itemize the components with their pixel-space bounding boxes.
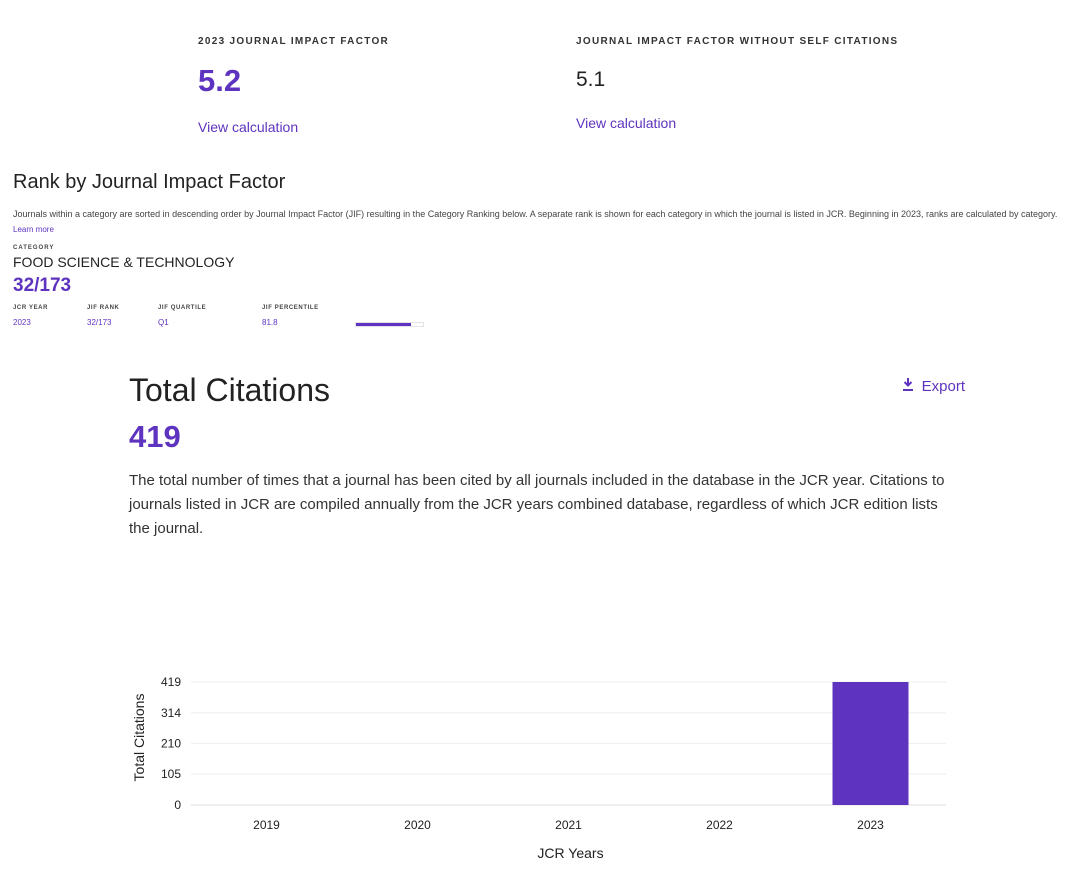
percentile-bar-fill bbox=[356, 323, 411, 326]
category-label: CATEGORY bbox=[13, 245, 55, 251]
rank-col-jif-rank: JIF RANK 32/173 bbox=[87, 305, 119, 327]
y-axis-label: Total Citations bbox=[131, 694, 147, 782]
rank-col-jif-percentile: JIF PERCENTILE 81.8 bbox=[262, 305, 319, 327]
y-tick-label: 0 bbox=[174, 798, 181, 812]
percentile-bar bbox=[355, 322, 424, 327]
x-tick-label: 2023 bbox=[857, 818, 884, 832]
x-tick-label: 2020 bbox=[404, 818, 431, 832]
y-tick-label: 105 bbox=[161, 767, 181, 781]
x-tick-label: 2019 bbox=[253, 818, 280, 832]
rank-header-jif-percentile: JIF PERCENTILE bbox=[262, 305, 319, 311]
rank-table: JCR YEAR 2023 JIF RANK 32/173 JIF QUARTI… bbox=[13, 305, 1077, 335]
jif-view-calculation-link[interactable]: View calculation bbox=[198, 119, 299, 135]
export-button[interactable]: Export bbox=[902, 378, 965, 395]
rank-value-jif-quartile: Q1 bbox=[158, 318, 169, 327]
total-citations-section: Total Citations Export 419 The total num… bbox=[129, 372, 965, 541]
category-rank: 32/173 bbox=[13, 275, 72, 296]
x-tick-label: 2021 bbox=[555, 818, 582, 832]
total-citations-description: The total number of times that a journal… bbox=[129, 472, 945, 537]
rank-header-jcr-year: JCR YEAR bbox=[13, 305, 49, 311]
export-label: Export bbox=[921, 378, 965, 395]
jif-wosc-view-calculation-link[interactable]: View calculation bbox=[576, 115, 677, 131]
rank-description: Journals within a category are sorted in… bbox=[13, 207, 1077, 237]
rank-header-jif-rank: JIF RANK bbox=[87, 305, 120, 311]
jif-wosc-value: 5.1 bbox=[576, 68, 606, 91]
x-tick-label: 2022 bbox=[706, 818, 733, 832]
rank-col-jcr-year: JCR YEAR 2023 bbox=[13, 305, 48, 327]
jif-value: 5.2 bbox=[198, 63, 242, 98]
y-tick-label: 210 bbox=[161, 736, 181, 750]
rank-section: Rank by Journal Impact Factor Journals w… bbox=[13, 171, 1077, 335]
jif-metric: 2023 JOURNAL IMPACT FACTOR 5.2 View calc… bbox=[198, 36, 389, 135]
total-citations-chart: 0 105 210 314 419 2019 2020 2021 2022 2023 JCR Yea… bbox=[131, 675, 946, 861]
bar bbox=[832, 682, 909, 805]
rank-col-jif-quartile: JIF QUARTILE Q1 bbox=[158, 305, 206, 327]
download-icon bbox=[902, 378, 914, 395]
rank-value-jcr-year: 2023 bbox=[13, 318, 31, 327]
y-tick-label: 314 bbox=[161, 706, 181, 720]
rank-header-jif-quartile: JIF QUARTILE bbox=[158, 305, 207, 311]
total-citations-title: Total Citations bbox=[129, 372, 330, 408]
rank-title: Rank by Journal Impact Factor bbox=[13, 171, 286, 193]
x-axis-label: JCR Years bbox=[537, 845, 603, 861]
jif-wosc-label: JOURNAL IMPACT FACTOR WITHOUT SELF CITAT… bbox=[576, 36, 899, 47]
category-name: FOOD SCIENCE & TECHNOLOGY bbox=[13, 254, 235, 270]
learn-more-link[interactable]: Learn more bbox=[13, 225, 54, 234]
total-citations-value: 419 bbox=[129, 419, 181, 454]
rank-value-jif-rank: 32/173 bbox=[87, 318, 112, 327]
rank-description-text: Journals within a category are sorted in… bbox=[13, 209, 1058, 219]
rank-value-jif-percentile: 81.8 bbox=[262, 318, 278, 327]
y-tick-label: 419 bbox=[161, 675, 181, 689]
jif-label: 2023 JOURNAL IMPACT FACTOR bbox=[198, 36, 390, 47]
jif-without-self-citations-metric: JOURNAL IMPACT FACTOR WITHOUT SELF CITAT… bbox=[576, 36, 898, 131]
